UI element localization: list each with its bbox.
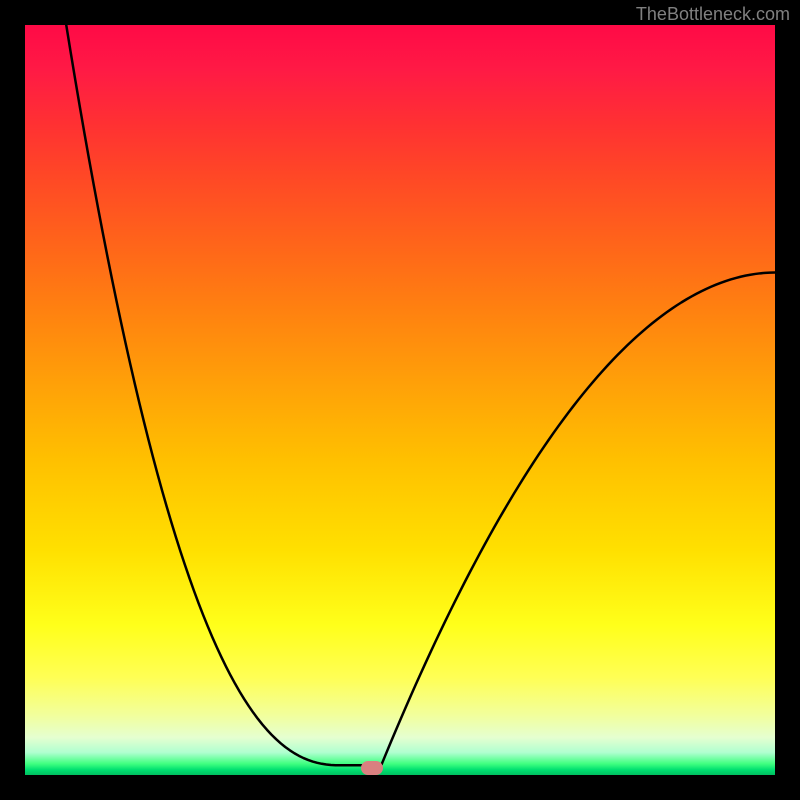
curve-svg (25, 25, 775, 775)
bottleneck-curve (66, 25, 775, 765)
valley-marker (361, 761, 383, 775)
plot-area (25, 25, 775, 775)
watermark: TheBottleneck.com (636, 4, 790, 25)
